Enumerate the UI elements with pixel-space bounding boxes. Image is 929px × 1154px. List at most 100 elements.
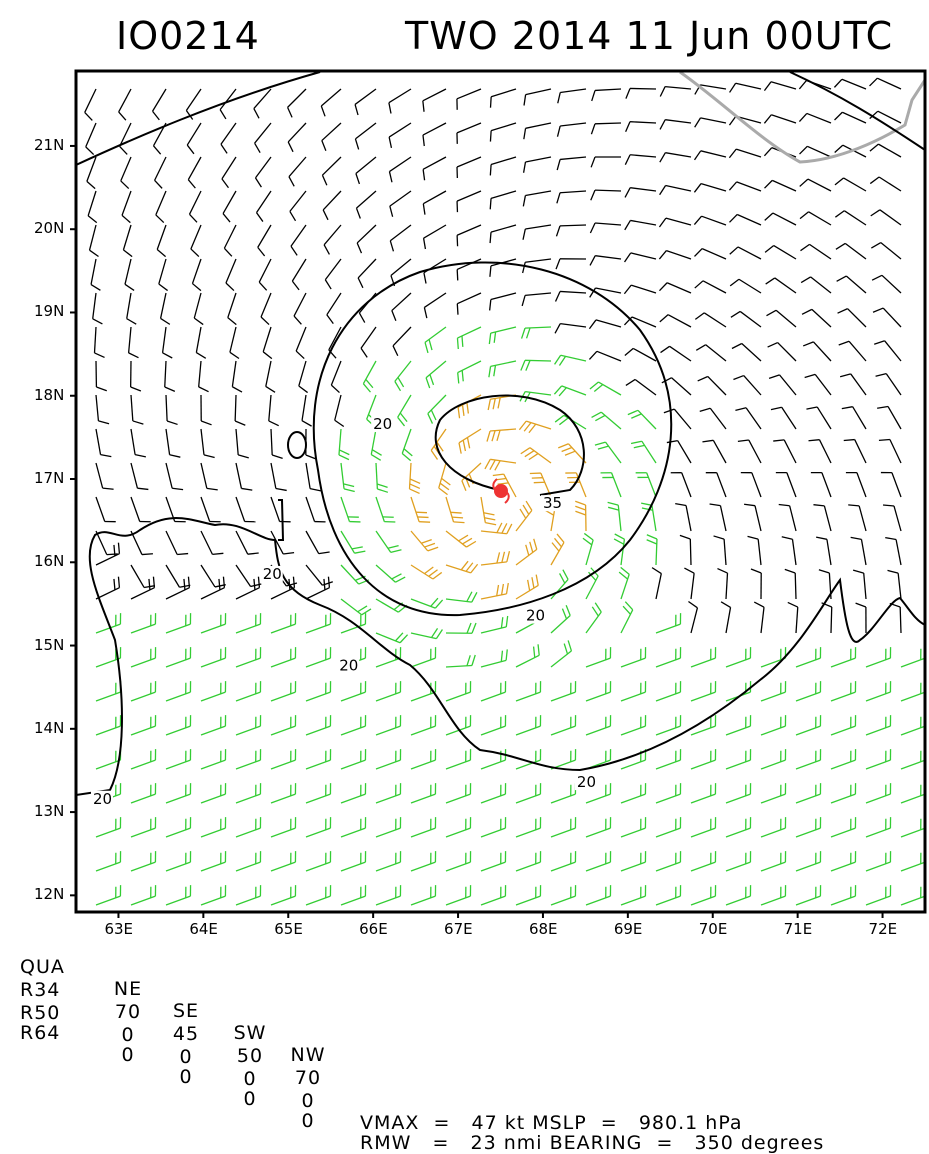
- wind-barb: [201, 395, 212, 425]
- wind-barb: [288, 89, 306, 117]
- wind-barb: [431, 429, 446, 459]
- wind-barb: [236, 429, 249, 458]
- wind-barb: [232, 361, 242, 392]
- wind-barb: [706, 473, 726, 497]
- r64-sw: 0: [226, 1088, 274, 1110]
- wind-barb: [306, 531, 330, 554]
- wind-barb: [490, 157, 516, 175]
- wind-barb: [551, 783, 576, 803]
- longitude-label: 70E: [699, 920, 728, 938]
- wind-barb: [376, 783, 401, 803]
- contour-label: 20: [93, 790, 112, 808]
- wind-barb: [190, 191, 201, 222]
- wind-barb: [306, 885, 331, 905]
- wind-barb: [738, 440, 761, 463]
- wind-barb: [870, 144, 901, 157]
- wind-barb: [557, 123, 586, 137]
- wind-barb: [800, 244, 831, 259]
- wind-barb: [155, 157, 166, 188]
- wind-barb: [188, 157, 201, 188]
- wind-barb: [481, 681, 506, 701]
- wind-barb: [831, 783, 856, 803]
- wind-barb: [831, 817, 856, 837]
- wind-barb: [556, 225, 586, 236]
- wind-barb: [321, 89, 341, 116]
- wind-barb: [125, 259, 134, 290]
- wind-barb: [376, 681, 401, 701]
- wind-barb: [371, 429, 381, 460]
- wind-barb: [425, 327, 446, 353]
- contour-20-kt-south: [76, 518, 925, 795]
- wind-barb: [201, 783, 226, 803]
- wind-barb: [490, 293, 516, 310]
- wind-barb: [131, 851, 156, 871]
- r50-se: 0: [162, 1046, 210, 1068]
- wind-barb: [765, 246, 796, 259]
- footer-r64-row: R64 0 0 0 0 RMW = 23 nmi BEARING = 350 d…: [20, 1000, 34, 1154]
- wind-barb: [424, 293, 446, 318]
- wind-barb: [426, 361, 446, 388]
- latitude-label: 15N: [34, 636, 64, 654]
- latitude-label: 12N: [34, 885, 64, 903]
- wind-barb: [586, 885, 611, 905]
- wind-barb: [621, 681, 646, 701]
- wind-barb: [341, 749, 366, 769]
- wind-barb: [901, 817, 926, 837]
- wind-barb: [551, 715, 576, 735]
- wind-barb: [166, 851, 191, 871]
- wind-barb: [851, 537, 866, 565]
- longitude-label: 71E: [784, 920, 813, 938]
- wind-barb: [805, 374, 831, 395]
- wind-barb: [131, 395, 143, 424]
- wind-barb: [721, 602, 730, 633]
- wind-barb: [96, 577, 119, 599]
- wind-barb: [785, 569, 796, 599]
- wind-barb: [424, 259, 446, 284]
- wind-barb: [625, 220, 656, 229]
- wind-barb: [761, 715, 786, 735]
- wind-barb: [423, 191, 446, 215]
- wind-barb: [901, 647, 926, 667]
- wind-barb: [341, 817, 366, 837]
- wind-barb: [729, 149, 761, 158]
- wind-barb: [271, 885, 296, 905]
- wind-barb: [131, 429, 146, 457]
- wind-barb: [485, 459, 516, 470]
- wind-barb: [271, 647, 296, 667]
- wind-barb: [866, 885, 891, 905]
- wind-barb: [201, 885, 226, 905]
- wind-barb: [269, 395, 279, 426]
- wind-barb: [411, 817, 436, 837]
- wind-barb: [222, 157, 236, 188]
- wind-barb: [551, 640, 571, 667]
- row-label: R64: [20, 1022, 68, 1044]
- wind-barb: [621, 602, 633, 633]
- wind-barb: [583, 533, 593, 565]
- wind-barb: [236, 851, 261, 871]
- wind-barb: [120, 123, 131, 154]
- wind-barb: [439, 463, 451, 495]
- latitude-label: 19N: [34, 302, 64, 320]
- wind-barb: [866, 851, 891, 871]
- wind-barb: [191, 225, 201, 257]
- wind-barb: [876, 374, 901, 395]
- wind-barb: [523, 191, 551, 206]
- wind-barb: [446, 561, 478, 573]
- contour-label: 20: [577, 773, 596, 791]
- wind-barb: [306, 613, 331, 633]
- wind-barb: [446, 623, 476, 633]
- wind-barb: [409, 463, 420, 493]
- wind-barb: [306, 715, 331, 735]
- wind-barb: [557, 157, 586, 170]
- wind-barb: [166, 885, 191, 905]
- longitude-label: 67E: [444, 920, 473, 938]
- wind-barb: [837, 276, 866, 293]
- wind-barb: [487, 429, 516, 442]
- wind-barb: [446, 497, 465, 523]
- wind-barb: [726, 749, 751, 769]
- wind-barb: [664, 409, 691, 429]
- wind-barb: [524, 123, 551, 139]
- wind-barb: [796, 715, 821, 735]
- wind-barb: [236, 577, 259, 599]
